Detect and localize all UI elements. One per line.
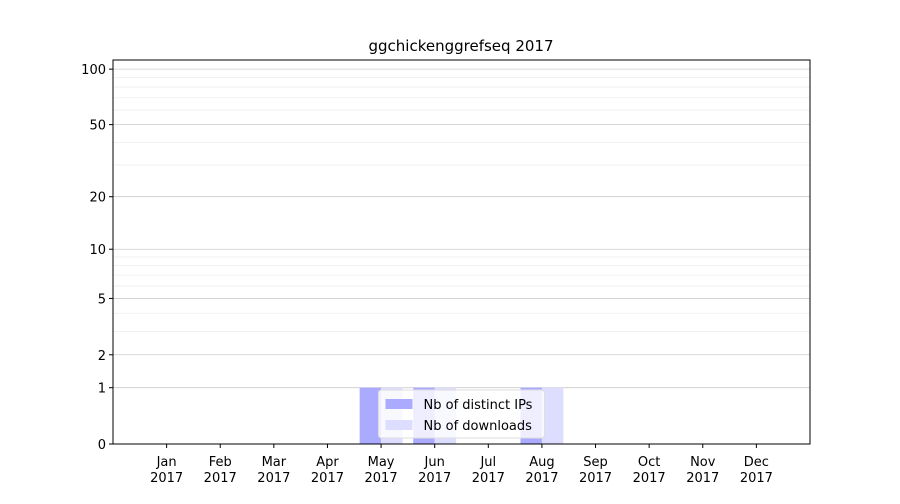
x-tick-label-line: 2017	[633, 471, 666, 486]
x-tick-label: Nov 2017	[686, 455, 719, 486]
plot-frame	[112, 59, 811, 445]
y-tick-label: 1	[98, 382, 106, 397]
y-tick-label: 100	[81, 63, 106, 78]
x-tick-label: Jan 2017	[150, 455, 183, 486]
y-tick-label: 50	[89, 119, 106, 134]
y-tick-label: 20	[89, 191, 106, 206]
x-tick-label: May 2017	[365, 455, 398, 486]
x-tick-label-line: 2017	[150, 471, 183, 486]
x-tick-label-line: 2017	[418, 471, 451, 486]
x-tick-label: Aug 2017	[525, 455, 558, 486]
x-tick-label: Oct 2017	[633, 455, 666, 486]
x-tick-label: Jun 2017	[418, 455, 451, 486]
x-tick-label: Sep 2017	[579, 455, 612, 486]
x-tick-label-line: Oct	[638, 455, 660, 470]
x-tick-label: Feb 2017	[204, 455, 237, 486]
x-tick-label-line: 2017	[204, 471, 237, 486]
x-tick-label-line: 2017	[686, 471, 719, 486]
chart-title: ggchickenggrefseq 2017	[369, 37, 554, 55]
x-tick-label-line: Sep	[583, 455, 608, 470]
x-tick-label-line: Jul	[479, 455, 496, 470]
y-tick-label: 0	[98, 438, 106, 453]
x-tick-label-line: Feb	[209, 455, 232, 470]
x-tick-label-line: 2017	[579, 471, 612, 486]
y-tick-label: 5	[98, 292, 106, 307]
x-tick-label-line: Aug	[529, 455, 554, 470]
x-tick-label-line: 2017	[525, 471, 558, 486]
x-tick-label-line: Apr	[316, 455, 339, 470]
legend-box	[378, 389, 545, 439]
bar	[541, 387, 564, 444]
x-tick-label-line: 2017	[311, 471, 344, 486]
x-tick-label-line: May	[368, 455, 395, 470]
legend-label: Nb of distinct IPs	[424, 398, 533, 413]
y-tick-label: 10	[89, 243, 106, 258]
x-tick-label-line: 2017	[740, 471, 773, 486]
x-tick-label-line: 2017	[472, 471, 505, 486]
legend-swatch	[385, 399, 413, 409]
x-tick-label-line: Mar	[262, 455, 287, 470]
x-tick-label: Mar 2017	[257, 455, 290, 486]
legend-swatch	[385, 420, 413, 430]
x-tick-label-line: Jun	[424, 455, 445, 470]
y-tick-label: 2	[98, 349, 106, 364]
x-tick-label: Apr 2017	[311, 455, 344, 486]
x-tick-label-line: 2017	[365, 471, 398, 486]
x-tick-label-line: Nov	[690, 455, 716, 470]
x-tick-label: Dec 2017	[740, 455, 773, 486]
x-tick-label-line: Dec	[744, 455, 769, 470]
x-tick-label-line: 2017	[257, 471, 290, 486]
x-tick-label: Jul 2017	[472, 455, 505, 486]
bar	[359, 387, 382, 444]
x-tick-label-line: Jan	[156, 455, 177, 470]
legend-label: Nb of downloads	[424, 419, 533, 434]
